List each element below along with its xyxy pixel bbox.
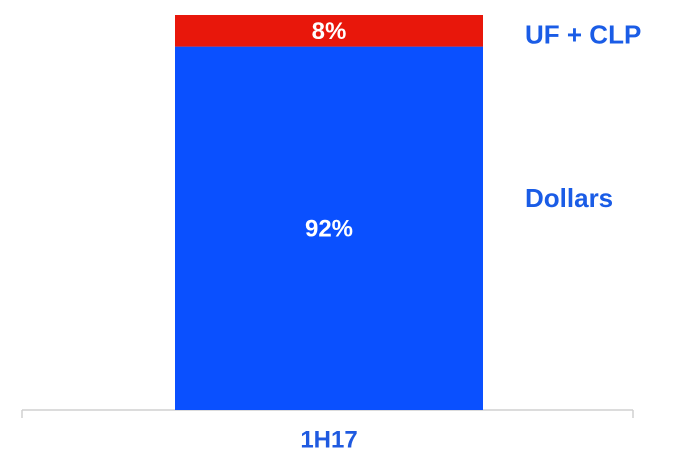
bar-segment (175, 46, 483, 410)
legend-label: Dollars (525, 183, 613, 213)
x-tick-label: 1H17 (300, 426, 357, 453)
value-label: 92% (305, 216, 353, 243)
bar-segment (175, 15, 483, 47)
value-label: 8% (312, 18, 347, 45)
legend-label: UF + CLP (525, 20, 641, 50)
